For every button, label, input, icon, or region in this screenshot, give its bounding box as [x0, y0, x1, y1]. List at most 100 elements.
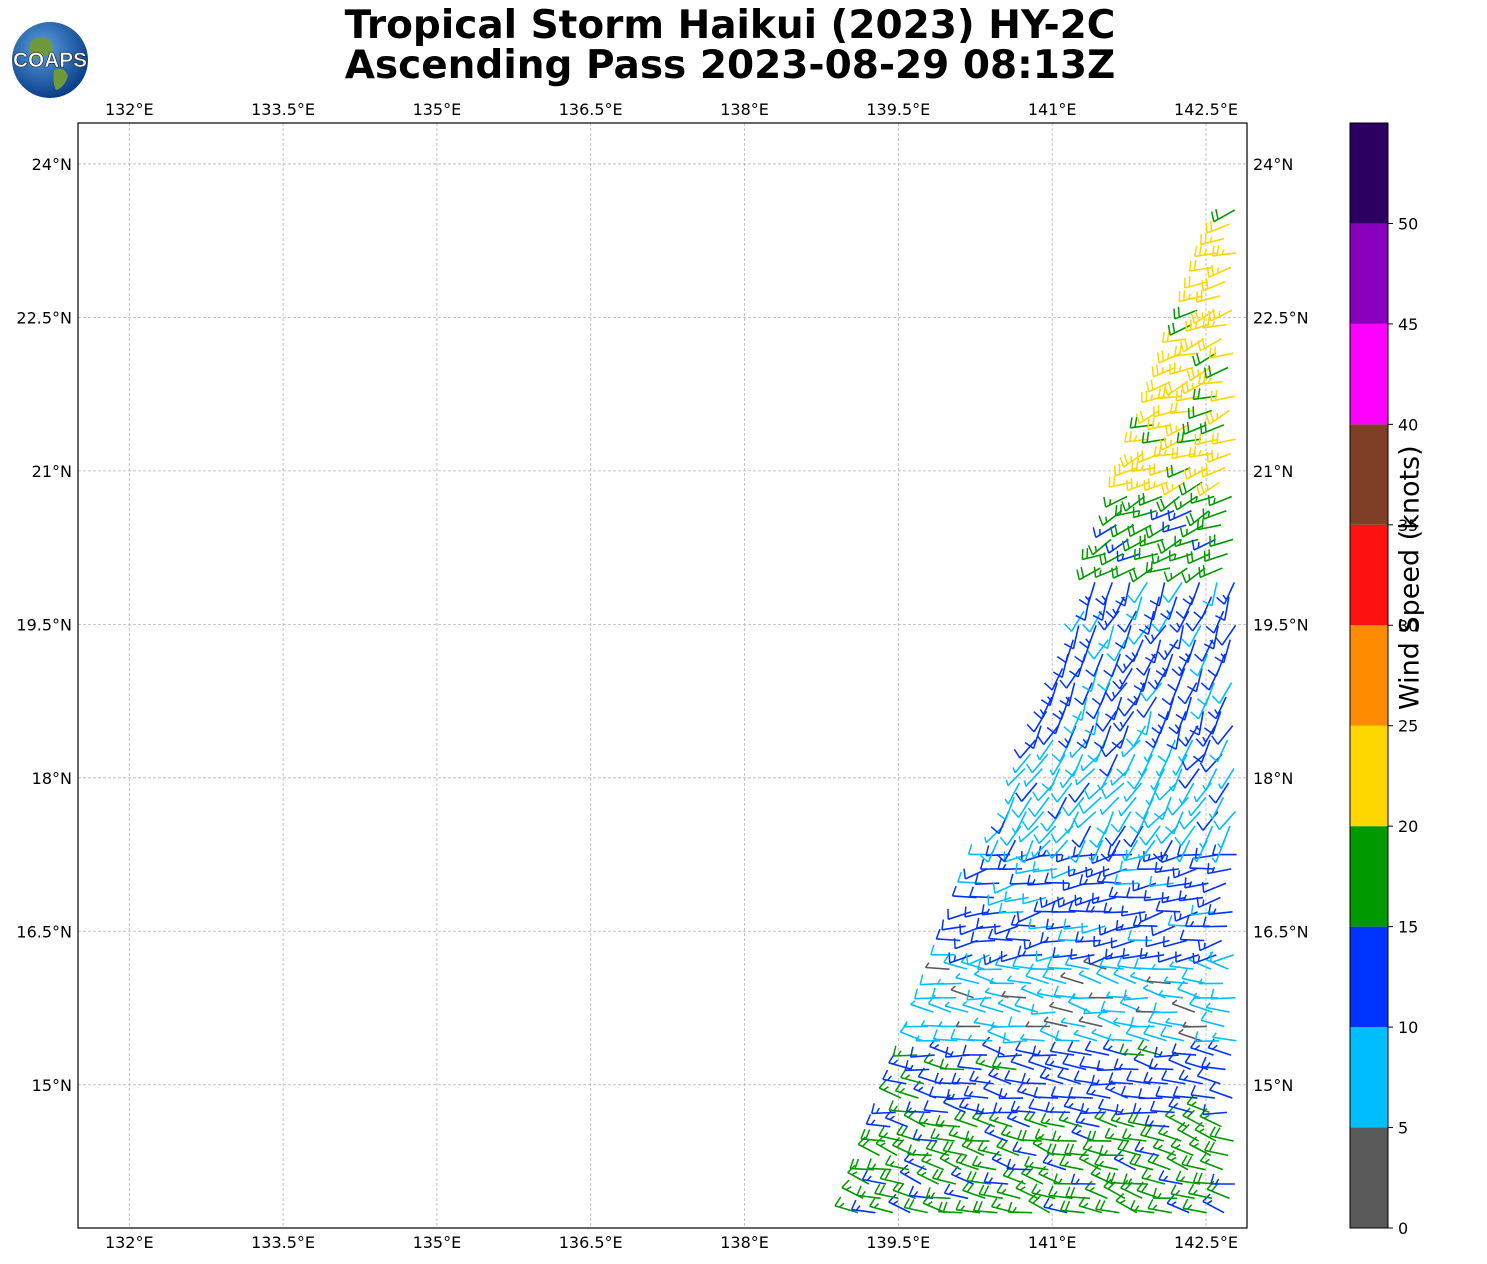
wind-barb: [1011, 811, 1027, 834]
wind-barb: [1175, 951, 1200, 963]
wind-barb: [1132, 880, 1157, 892]
wind-barb: [1065, 1186, 1091, 1200]
wind-barb: [1209, 739, 1229, 763]
wind-barb: [1064, 954, 1090, 970]
wind-barb: [1143, 1071, 1168, 1085]
wind-barb: [1048, 1001, 1073, 1013]
wind-barb: [1169, 550, 1194, 562]
wind-barb: [1005, 928, 1031, 942]
wind-barb: [971, 1155, 997, 1171]
wind-barb: [1169, 961, 1194, 970]
wind-barb: [1004, 891, 1029, 903]
wind-barb: [1201, 881, 1227, 894]
wind-barb: [1063, 918, 1088, 930]
wind-barb: [962, 1181, 986, 1200]
wind-barb: [1129, 1199, 1155, 1214]
wind-barb: [1166, 1194, 1190, 1214]
wind-barb: [1047, 796, 1068, 820]
colorbar-tick-label: 15: [1398, 918, 1418, 937]
wind-barb: [1094, 1154, 1119, 1171]
wind-barb: [934, 1072, 959, 1085]
wind-barb: [1146, 379, 1171, 393]
wind-barb: [977, 959, 1002, 971]
wind-barb: [943, 1183, 969, 1200]
wind-barb: [1160, 596, 1178, 621]
wind-barb: [1211, 725, 1234, 745]
colorbar: 0 5 10 15 20 25 30 35 40 45 50: [1349, 122, 1418, 1238]
wind-barb: [1189, 857, 1214, 870]
wind-barb: [1035, 950, 1060, 962]
wind-barb: [1206, 449, 1231, 463]
wind-barb: [1046, 957, 1072, 970]
wind-barb: [957, 1056, 982, 1071]
wind-barb: [1020, 984, 1044, 999]
wind-barb: [1056, 639, 1075, 664]
wind-barb: [983, 954, 1008, 966]
wind-barb: [1178, 1028, 1202, 1042]
lat-tick-label: 24°N: [1253, 155, 1293, 174]
wind-barb: [1120, 905, 1146, 917]
wind-barb: [1145, 936, 1170, 948]
wind-barb: [1157, 538, 1182, 555]
wind-barb: [1088, 992, 1114, 999]
wind-barb: [1168, 1096, 1193, 1114]
wind-barb: [1205, 409, 1230, 425]
globe-logo-icon: [12, 22, 88, 98]
wind-barb: [1184, 877, 1209, 889]
wind-barb: [1110, 811, 1132, 833]
wind-barb: [1153, 782, 1177, 801]
wind-barb: [1075, 931, 1100, 943]
wind-barb: [1024, 1156, 1049, 1171]
wind-barb: [1207, 653, 1226, 677]
wind-barb: [1190, 904, 1216, 916]
wind-barb: [1216, 582, 1236, 605]
wind-barb: [1136, 711, 1152, 736]
wind-barb: [1078, 1016, 1103, 1028]
wind-barb: [904, 1060, 930, 1072]
wind-barb: [870, 1103, 896, 1115]
wind-barb: [979, 839, 999, 863]
wind-barb: [1202, 316, 1227, 329]
wind-barb: [1206, 264, 1232, 278]
wind-barb: [1006, 975, 1032, 985]
wind-barb: [1178, 289, 1203, 303]
wind-barb: [1085, 866, 1110, 879]
wind-barb: [1154, 861, 1180, 874]
wind-barb: [1181, 753, 1206, 771]
wind-barb: [1038, 1165, 1061, 1185]
wind-barb: [1062, 879, 1087, 892]
wind-barb: [942, 1140, 967, 1157]
wind-barb: [1144, 1114, 1170, 1128]
wind-barb: [1172, 753, 1188, 776]
wind-barb: [978, 1184, 1003, 1200]
wind-barb: [1016, 911, 1042, 923]
wind-barb: [1036, 988, 1061, 999]
lat-tick-label: 19.5°N: [16, 615, 72, 634]
colorbar-tick-label: 40: [1398, 415, 1418, 434]
lat-tick-label: 18°N: [1253, 769, 1293, 788]
wind-barb: [1103, 495, 1128, 508]
colorbar-bin: [1350, 625, 1388, 726]
wind-barb: [1164, 423, 1190, 437]
wind-barb: [1170, 1137, 1194, 1157]
wind-barb: [1090, 1074, 1116, 1086]
wind-barb: [1157, 739, 1176, 763]
title-line-1: Tropical Storm Haikui (2023) HY-2C: [344, 3, 1116, 48]
colorbar-bin: [1350, 926, 1388, 1028]
wind-barb: [1173, 910, 1198, 922]
wind-barb: [1042, 967, 1067, 985]
wind-barb: [1007, 1201, 1033, 1214]
wind-barb: [1046, 1143, 1072, 1157]
wind-barb: [1104, 825, 1127, 847]
wind-barb: [1048, 1185, 1073, 1200]
wind-barb: [1039, 896, 1064, 909]
wind-barb: [1027, 796, 1050, 818]
wind-barb: [1197, 939, 1223, 952]
wind-barb: [1103, 653, 1121, 678]
wind-barb: [1015, 1040, 1040, 1056]
wind-barb: [1074, 894, 1099, 907]
wind-barb: [1126, 887, 1151, 899]
wind-barb: [1194, 639, 1214, 662]
wind-barb: [1111, 565, 1136, 579]
wind-barb: [1109, 524, 1135, 538]
